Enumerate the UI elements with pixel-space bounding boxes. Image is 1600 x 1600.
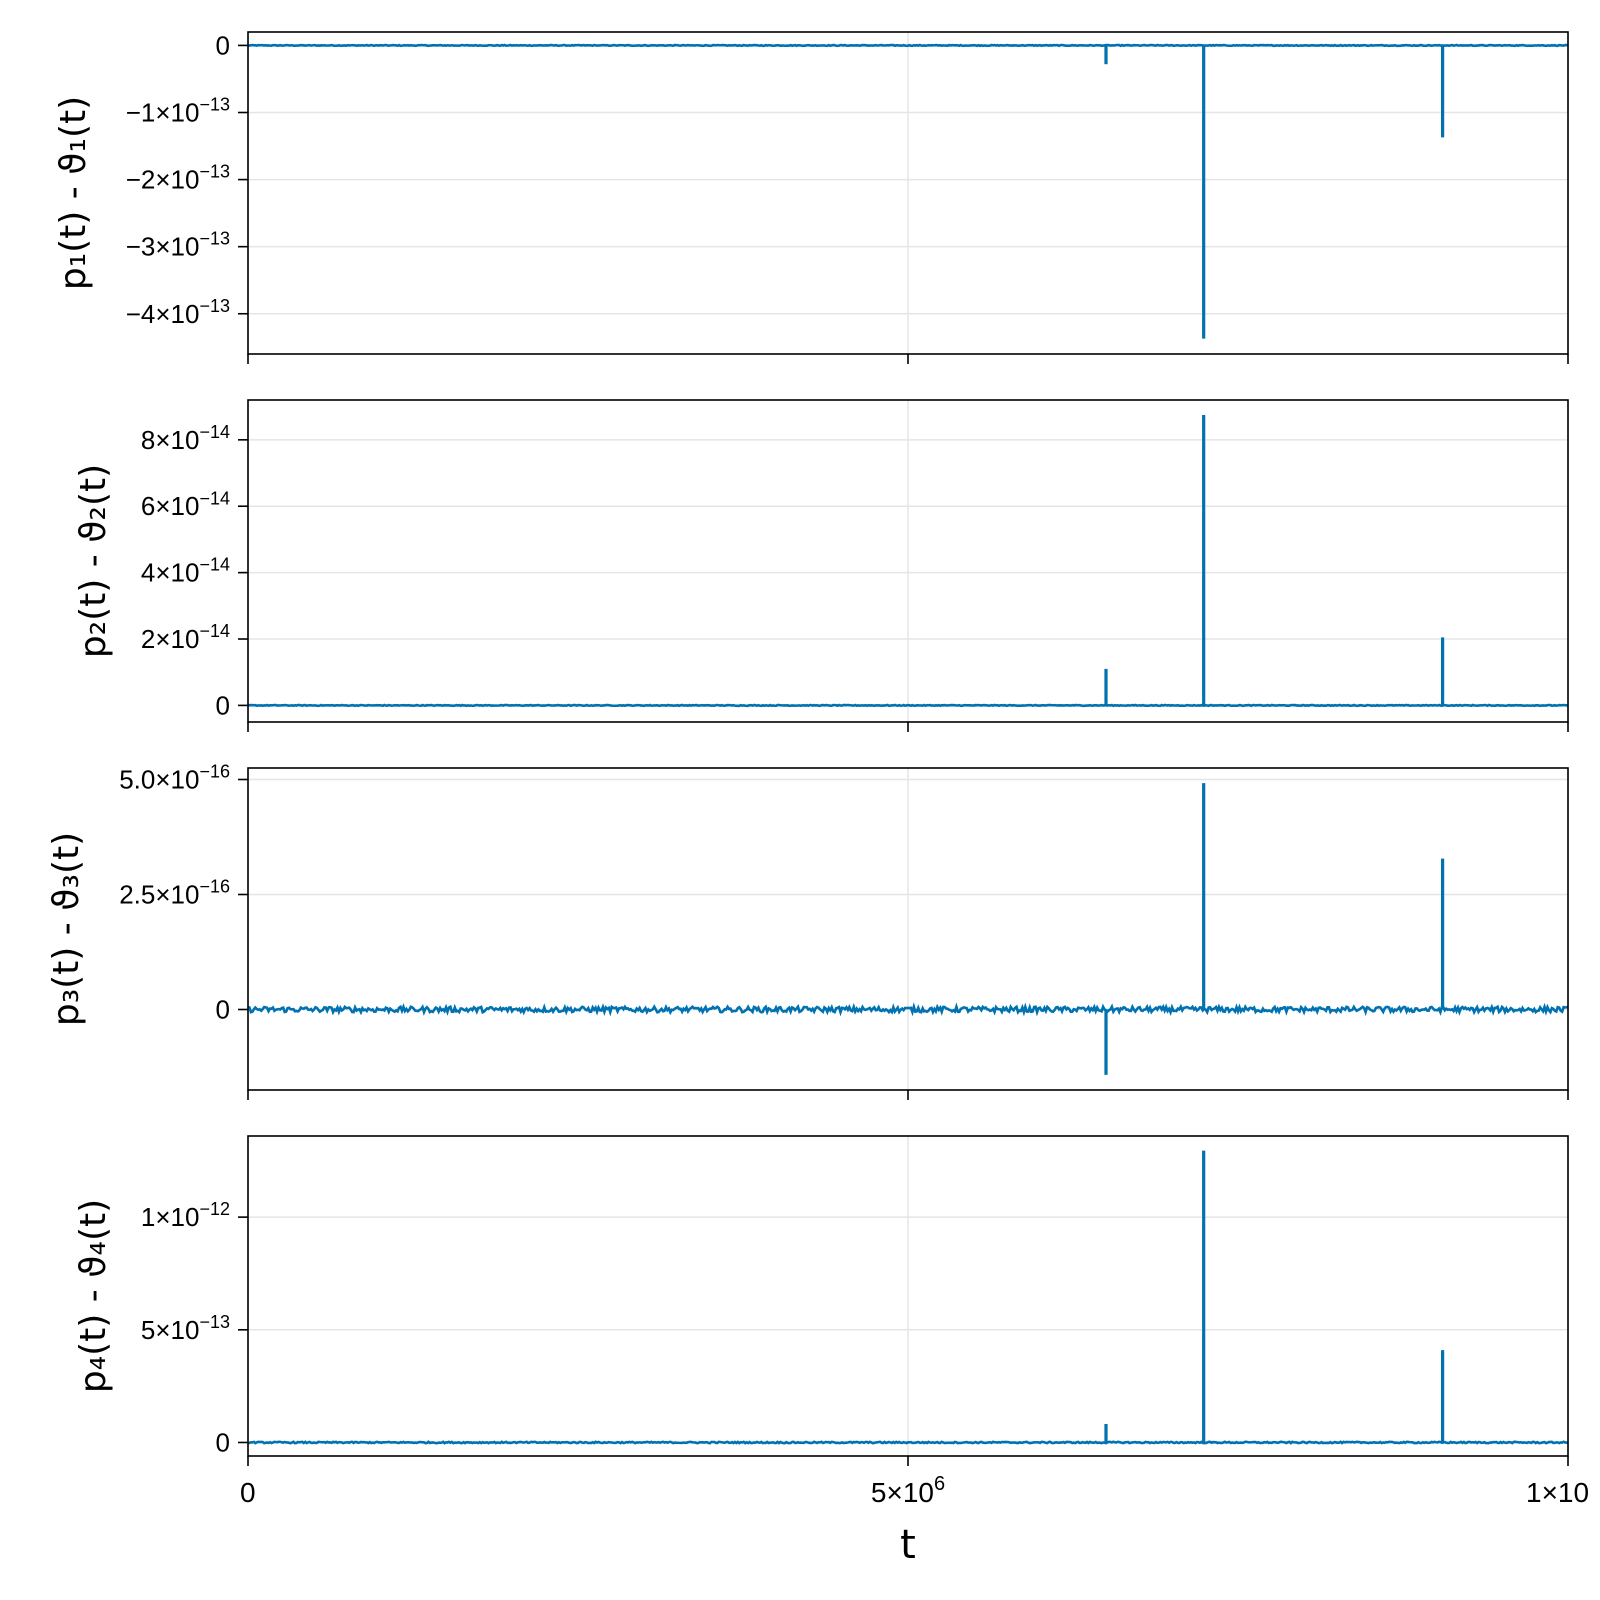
y-tick-label: 2×10−14 <box>141 621 230 654</box>
y-tick-label: 0 <box>216 995 230 1025</box>
y-tick-label: −2×10−13 <box>126 162 230 195</box>
x-axis-label: t <box>900 1522 916 1568</box>
series <box>247 1150 1569 1445</box>
y-tick-label: −3×10−13 <box>126 229 230 262</box>
grid <box>247 1136 1569 1456</box>
panel-1: 0 −1×10−13 −2×10−13 −3×10−13 −4×10−13 p₁(t) -… <box>53 30 1569 364</box>
y-tick-label: 4×10−14 <box>141 555 230 588</box>
y-tick-label: 0 <box>216 690 230 720</box>
y-tick-label: 5×10−13 <box>141 1312 230 1345</box>
panel-4: 0 5×10−13 1×10−12 p₄(t) - ϑ₄(t) <box>73 1135 1569 1466</box>
x-axis: 0 5×106 1×10 t <box>240 1473 1589 1568</box>
x-tick-label: 0 <box>240 1477 256 1508</box>
y-tick-label: 0 <box>216 1427 230 1457</box>
noise-line <box>247 703 1569 708</box>
grid <box>247 768 1569 1090</box>
grid <box>247 32 1569 354</box>
x-tick-label: 5×106 <box>871 1473 945 1508</box>
y-axis-label: p₄(t) - ϑ₄(t) <box>73 1199 114 1393</box>
panel-2: 0 2×10−14 4×10−14 6×10−14 8×10−14 p₂(t) - ϑ₂(… <box>73 399 1569 732</box>
y-tick-label: 6×10−14 <box>141 488 230 521</box>
y-tick-label: −4×10−13 <box>126 296 230 329</box>
y-tick-label: 2.5×10−16 <box>119 877 230 910</box>
y-axis-label: p₂(t) - ϑ₂(t) <box>73 464 114 658</box>
series <box>247 414 1569 708</box>
grid <box>247 400 1569 722</box>
y-tick-label: −1×10−13 <box>126 95 230 128</box>
noise-line <box>247 1440 1569 1445</box>
y-tick-label: 5.0×10−16 <box>119 762 230 795</box>
x-tick-label: 1×10 <box>1526 1477 1589 1508</box>
series <box>247 783 1569 1075</box>
y-axis-label: p₁(t) - ϑ₁(t) <box>53 96 94 290</box>
panel-3: 0 2.5×10−16 5.0×10−16 p₃(t) - ϑ₃(t) <box>46 762 1569 1100</box>
series <box>247 43 1569 339</box>
noise-line <box>247 43 1569 48</box>
noise-line <box>247 1002 1569 1017</box>
y-axis-label: p₃(t) - ϑ₃(t) <box>46 832 87 1026</box>
y-tick-label: 8×10−14 <box>141 422 230 455</box>
y-tick-label: 1×10−12 <box>141 1199 230 1232</box>
y-tick-label: 0 <box>216 30 230 60</box>
